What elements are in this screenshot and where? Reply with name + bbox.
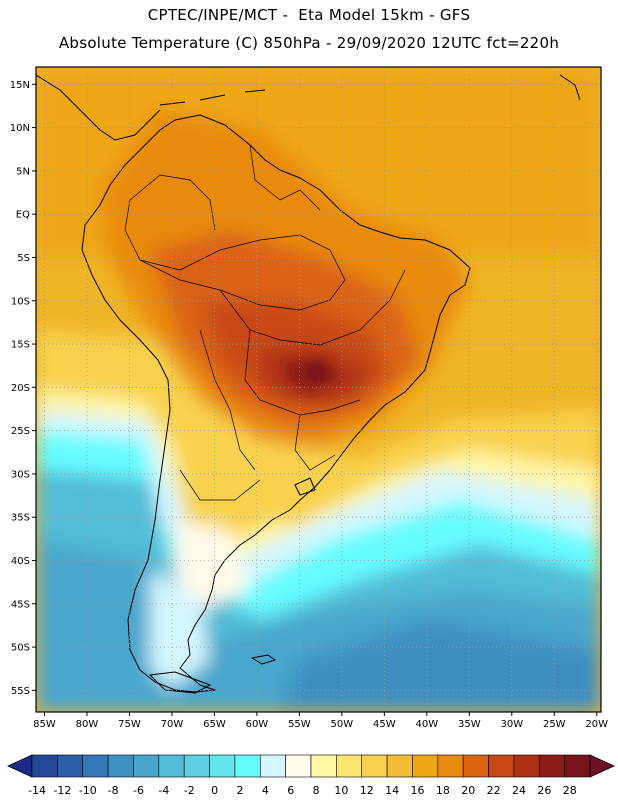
colorbar-high-arrow	[589, 754, 615, 778]
lat-label: 15S	[11, 340, 30, 351]
colorbar-swatch	[310, 754, 337, 778]
lon-label: 55W	[288, 719, 311, 730]
lat-label: 5N	[16, 166, 30, 177]
colorbar-label: -6	[133, 784, 144, 797]
central-america-coastline	[36, 74, 161, 141]
colorbar-swatch	[488, 754, 515, 778]
colorbar-label: -10	[79, 784, 97, 797]
temperature-field	[36, 67, 601, 712]
colorbar-swatch	[133, 754, 160, 778]
lat-label: 50S	[11, 643, 30, 654]
colorbar-label: 8	[313, 784, 320, 797]
colorbar-swatch	[538, 754, 565, 778]
lat-label: 25S	[11, 426, 30, 437]
lon-label: 30W	[500, 719, 523, 730]
colorbar-swatch	[437, 754, 464, 778]
map-title-line-2: Absolute Temperature (C) 850hPa - 29/09/…	[58, 34, 560, 52]
longitude-axis: 85W 80W 75W 70W 65W 60W 55W 50W 45W 40W 35W 30W 25W 2…	[33, 712, 608, 730]
south-america-coastline	[81, 114, 471, 693]
lat-label: 30S	[11, 469, 30, 480]
lat-label: 10S	[11, 296, 30, 307]
color-bar: -14 -12 -10 -8 -6 -4 -2 0 2 4 6 8 10 12 14 16 18 20 22 24 26…	[7, 754, 615, 797]
lat-label: 45S	[11, 599, 30, 610]
lat-label: 20S	[11, 383, 30, 394]
latitude-axis: 15N 10N 5N EQ 5S 10S 15S 20S 25S 30S 35S 40S 45S 50S 5…	[10, 80, 36, 697]
lon-label: 25W	[543, 719, 566, 730]
colorbar-label: 16	[411, 784, 425, 797]
colorbar-label: 10	[334, 784, 348, 797]
colorbar-label: 24	[512, 784, 526, 797]
lon-label: 85W	[33, 719, 56, 730]
colorbar-swatch	[31, 754, 58, 778]
colorbar-swatch	[57, 754, 84, 778]
lon-label: 45W	[373, 719, 396, 730]
colorbar-label: -14	[28, 784, 46, 797]
colorbar-label: 2	[236, 784, 243, 797]
colorbar-label: 28	[563, 784, 577, 797]
colorbar-label: -4	[158, 784, 169, 797]
colorbar-swatch	[564, 754, 591, 778]
lat-label: 35S	[11, 513, 30, 524]
colorbar-swatch	[361, 754, 388, 778]
lon-label: 20W	[585, 719, 608, 730]
lon-label: 35W	[458, 719, 481, 730]
colorbar-swatch	[158, 754, 185, 778]
colorbar-swatch	[513, 754, 540, 778]
lon-label: 50W	[331, 719, 354, 730]
lat-label: 15N	[10, 80, 30, 91]
lat-label: 10N	[10, 123, 30, 134]
country-borders	[124, 144, 406, 501]
colorbar-label: -2	[184, 784, 195, 797]
colorbar-low-arrow	[7, 754, 33, 778]
tierra-del-fuego	[149, 671, 211, 694]
lon-label: 80W	[76, 719, 99, 730]
colorbar-swatch	[285, 754, 312, 778]
colorbar-label: 6	[287, 784, 294, 797]
colorbar-swatch	[234, 754, 261, 778]
colorbar-label: 4	[262, 784, 269, 797]
colorbar-swatch	[462, 754, 489, 778]
lon-label: 70W	[161, 719, 184, 730]
colorbar-label: 22	[487, 784, 501, 797]
colorbar-label: 14	[385, 784, 399, 797]
colorbar-swatch	[82, 754, 109, 778]
colorbar-swatch	[259, 754, 286, 778]
map-frame	[35, 66, 602, 713]
colorbar-swatch	[107, 754, 134, 778]
lat-label: EQ	[16, 210, 30, 221]
coastlines	[36, 74, 581, 694]
caribbean-islands	[159, 74, 581, 106]
colorbar-label: 12	[360, 784, 374, 797]
colorbar-swatch	[412, 754, 439, 778]
map-title-line-1: CPTEC/INPE/MCT - Eta Model 15km - GFS	[147, 6, 471, 24]
colorbar-label: -12	[53, 784, 71, 797]
colorbar-swatch	[336, 754, 363, 778]
lat-label: 40S	[11, 556, 30, 567]
colorbar-swatch	[209, 754, 236, 778]
lon-label: 40W	[416, 719, 439, 730]
lat-label: 5S	[17, 253, 30, 264]
colorbar-label: 26	[537, 784, 551, 797]
colorbar-label: -8	[108, 784, 119, 797]
lon-label: 75W	[118, 719, 141, 730]
falkland-islands	[251, 654, 276, 665]
colorbar-swatch	[183, 754, 210, 778]
colorbar-label: 20	[461, 784, 475, 797]
colorbar-label: 18	[436, 784, 450, 797]
lon-label: 65W	[203, 719, 226, 730]
colorbar-swatch	[386, 754, 413, 778]
lagoon-south-brazil	[294, 477, 316, 496]
colorbar-label: 0	[211, 784, 218, 797]
lon-label: 60W	[246, 719, 269, 730]
lat-label: 55S	[11, 686, 30, 697]
